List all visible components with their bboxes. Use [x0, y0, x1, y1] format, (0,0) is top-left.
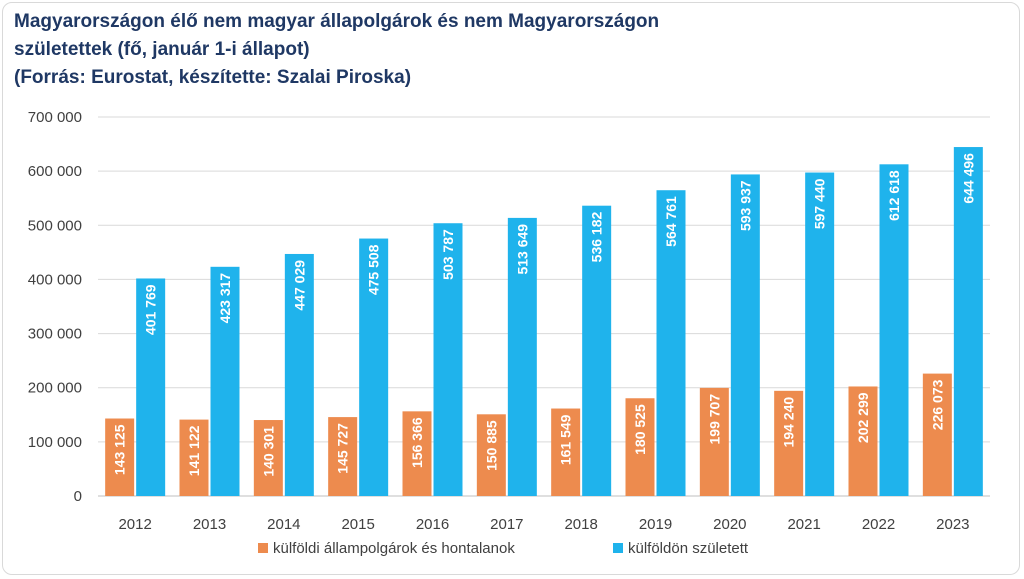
x-tick-label: 2017 [490, 516, 523, 533]
data-label: 143 125 [112, 424, 128, 475]
bar-foreign-born [284, 253, 314, 496]
data-label: 140 301 [260, 426, 276, 477]
data-label: 475 508 [366, 244, 382, 295]
x-tick-label: 2012 [118, 516, 151, 533]
bar-foreign-citizens [699, 387, 729, 496]
data-label: 503 787 [440, 229, 456, 280]
data-label: 156 366 [409, 417, 425, 468]
bar-foreign-citizens [402, 411, 432, 496]
chart-title-line-3: (Forrás: Eurostat, készítette: Szalai Pi… [14, 67, 412, 88]
x-tick-label: 2021 [787, 516, 820, 533]
bar-foreign-citizens [625, 398, 655, 496]
x-tick-label: 2018 [564, 516, 597, 533]
data-label: 513 649 [514, 224, 530, 275]
legend-foreign-citizens-label: külföldi állampolgárok és hontalanok [273, 540, 515, 557]
bar-foreign-born [433, 223, 463, 496]
data-label: 194 240 [781, 397, 797, 448]
y-tick-label: 300 000 [28, 326, 82, 343]
data-label: 180 525 [632, 404, 648, 455]
chart-title-line-2: születettek (fő, január 1-i állapot) [14, 39, 310, 60]
bar-foreign-born [879, 164, 909, 497]
data-label: 401 769 [143, 284, 159, 335]
bar-foreign-born [730, 174, 760, 496]
data-label: 597 440 [812, 178, 828, 229]
data-label: 447 029 [291, 260, 307, 311]
legend-foreign-born-swatch [613, 543, 623, 553]
x-tick-label: 2022 [862, 516, 895, 533]
y-tick-label: 400 000 [28, 271, 82, 288]
y-tick-label: 500 000 [28, 217, 82, 234]
x-tick-label: 2020 [713, 516, 746, 533]
data-label: 644 496 [960, 153, 976, 204]
bar-foreign-citizens [179, 419, 209, 496]
x-tick-label: 2023 [936, 516, 969, 533]
bar-foreign-born [507, 217, 537, 496]
data-label: 161 549 [558, 414, 574, 465]
x-tick-label: 2014 [267, 516, 300, 533]
x-tick-label: 2019 [639, 516, 672, 533]
data-label: 536 182 [589, 211, 605, 262]
data-label: 202 299 [855, 392, 871, 443]
bar-foreign-citizens [848, 386, 878, 496]
chart-title: Magyarországon élő nem magyar állapolgár… [14, 8, 774, 92]
bar-foreign-citizens [328, 417, 358, 496]
legend-foreign-born-label: külföldön született [628, 540, 749, 557]
bar-foreign-born [582, 205, 612, 496]
data-label: 423 317 [217, 273, 233, 324]
data-label: 150 885 [483, 420, 499, 471]
data-label: 145 727 [335, 423, 351, 474]
data-label: 593 937 [737, 180, 753, 231]
y-tick-label: 100 000 [28, 434, 82, 451]
bar-foreign-citizens [551, 408, 581, 496]
data-label: 199 707 [706, 394, 722, 445]
bar-foreign-born [953, 147, 983, 496]
bar-foreign-born [136, 278, 166, 496]
data-label: 612 618 [886, 170, 902, 221]
bar-foreign-born [805, 172, 835, 496]
x-tick-label: 2015 [341, 516, 374, 533]
bar-foreign-citizens [774, 390, 804, 496]
bar-foreign-citizens [922, 373, 952, 496]
legend-foreign-citizens-swatch [258, 543, 268, 553]
chart-title-line-1: Magyarországon élő nem magyar állapolgár… [14, 11, 660, 32]
y-tick-label: 200 000 [28, 380, 82, 397]
bar-foreign-born [656, 190, 686, 496]
bar-foreign-citizens [253, 420, 283, 496]
x-tick-label: 2013 [193, 516, 226, 533]
bar-foreign-born [210, 266, 240, 496]
bar-foreign-born [359, 238, 389, 496]
y-tick-label: 600 000 [28, 163, 82, 180]
y-tick-label: 0 [74, 488, 82, 505]
x-tick-label: 2016 [416, 516, 449, 533]
y-tick-label: 700 000 [28, 109, 82, 126]
data-label: 141 122 [186, 425, 202, 476]
bar-foreign-citizens [476, 414, 506, 496]
data-label: 564 761 [663, 196, 679, 247]
data-label: 226 073 [929, 379, 945, 430]
bar-foreign-citizens [105, 418, 135, 496]
